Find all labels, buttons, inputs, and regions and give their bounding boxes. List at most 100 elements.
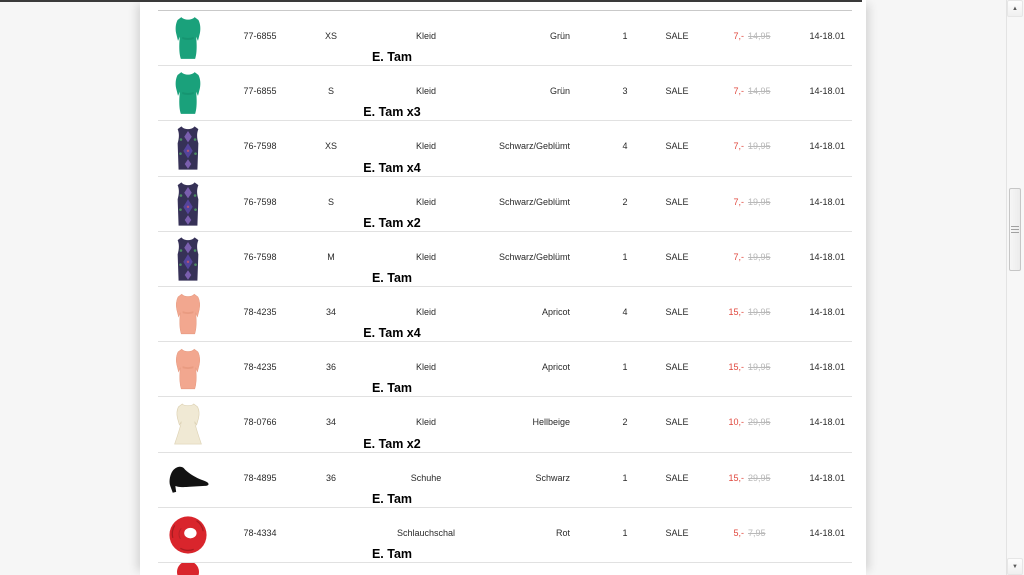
original-price: 19,95 xyxy=(748,362,771,373)
table-row: 78-4334 Schlauchschal Rot 1 SALE 5,- 7,9… xyxy=(158,508,852,563)
size-cell: S xyxy=(327,196,334,207)
original-price: 7,95 xyxy=(748,527,766,538)
date-range-cell: 14-18.01 xyxy=(809,196,845,207)
customer-label: E. Tam x2 xyxy=(363,215,421,230)
sale-price: 15,- xyxy=(728,362,744,373)
original-price: 19,95 xyxy=(748,251,771,262)
original-price: 19,95 xyxy=(748,306,771,317)
green-dress-icon xyxy=(166,66,210,120)
original-price: 14,95 xyxy=(748,86,771,97)
window-top-edge xyxy=(0,0,862,2)
sale-badge: SALE xyxy=(665,362,689,373)
article-number-cell: 77-6855 xyxy=(243,86,277,97)
article-number-cell: 77-6855 xyxy=(243,31,277,41)
product-type-cell: Kleid xyxy=(415,417,436,428)
date-range-cell: 14-18.01 xyxy=(809,472,845,483)
color-cell: Schwarz/Geblümt xyxy=(498,251,570,262)
sale-price: 15,- xyxy=(728,472,744,483)
article-number-cell: 78-4235 xyxy=(243,362,277,373)
sale-price: 5,- xyxy=(733,527,744,538)
product-type-cell: Kleid xyxy=(415,251,436,262)
quantity-cell: 1 xyxy=(622,251,628,262)
color-cell: Schwarz xyxy=(535,472,570,483)
table-row: 76-7598 XS Kleid Schwarz/Geblümt 4 SALE … xyxy=(158,121,852,177)
article-number-cell: 78-4334 xyxy=(243,527,277,538)
customer-label: E. Tam xyxy=(371,546,413,561)
sale-price: 10,- xyxy=(728,417,744,428)
color-cell: Grün xyxy=(549,31,570,41)
beige-dress-icon xyxy=(166,397,210,451)
pattern-dress-icon xyxy=(166,232,210,286)
scroll-down-button[interactable]: ▼ xyxy=(1007,558,1023,575)
sale-badge: SALE xyxy=(665,417,689,428)
apricot-dress-icon xyxy=(166,287,210,341)
quantity-cell: 2 xyxy=(622,417,628,428)
color-cell: Rot xyxy=(555,527,570,538)
table-row: 76-7598 M Kleid Schwarz/Geblümt 1 SALE 7… xyxy=(158,232,852,287)
customer-label: E. Tam xyxy=(371,270,413,285)
date-range-cell: 14-18.01 xyxy=(809,251,845,262)
quantity-cell: 1 xyxy=(622,362,628,373)
table-row: 78-4235 36 Kleid Apricot 1 SALE 15,- 19,… xyxy=(158,342,852,398)
red-scarf-icon xyxy=(166,508,210,562)
customer-label: E. Tam xyxy=(371,491,413,506)
sale-badge: SALE xyxy=(665,251,689,262)
customer-label: E. Tam x3 xyxy=(363,105,421,120)
date-range-cell: 14-18.01 xyxy=(809,417,845,428)
table-row: 76-7598 S Kleid Schwarz/Geblümt 2 SALE 7… xyxy=(158,177,852,232)
color-cell: Schwarz/Geblümt xyxy=(498,196,570,207)
size-cell: 34 xyxy=(325,306,336,317)
product-type-cell: Kleid xyxy=(415,306,436,317)
date-range-cell: 14-18.01 xyxy=(809,141,845,152)
product-type-cell: Kleid xyxy=(415,86,436,97)
date-range-cell: 14-18.01 xyxy=(809,362,845,373)
original-price: 19,95 xyxy=(748,141,771,152)
apricot-dress-icon xyxy=(166,342,210,396)
scrollbar-grip-icon xyxy=(1011,225,1019,234)
sale-badge: SALE xyxy=(665,141,689,152)
vertical-scrollbar[interactable]: ▲ ▼ xyxy=(1006,0,1024,575)
original-price: 19,95 xyxy=(748,196,771,207)
scroll-up-button[interactable]: ▲ xyxy=(1007,0,1023,17)
product-type-cell: Kleid xyxy=(415,362,436,373)
size-cell: XS xyxy=(324,31,337,41)
quantity-cell: 4 xyxy=(622,306,628,317)
quantity-cell: 1 xyxy=(622,472,628,483)
sale-badge: SALE xyxy=(665,306,689,317)
size-cell: S xyxy=(327,86,334,97)
quantity-cell: 3 xyxy=(622,86,628,97)
sale-price: 15,- xyxy=(728,306,744,317)
table-row: 77-6855 S Kleid Grün 3 SALE 7,- 14,95 14… xyxy=(158,66,852,122)
color-cell: Schwarz/Geblümt xyxy=(498,141,570,152)
product-type-cell: Kleid xyxy=(415,141,436,152)
article-number-cell: 78-4235 xyxy=(243,306,277,317)
date-range-cell: 14-18.01 xyxy=(809,527,845,538)
customer-label: E. Tam xyxy=(371,50,413,65)
black-pump-icon xyxy=(166,453,210,507)
table-row: 77-6855 XS Kleid Grün 1 SALE 7,- 14,95 1… xyxy=(158,11,852,67)
sale-badge: SALE xyxy=(665,86,689,97)
quantity-cell: 2 xyxy=(622,196,628,207)
partial-next-row xyxy=(158,562,852,575)
scrollbar-thumb[interactable] xyxy=(1009,188,1021,271)
table-row: 78-0766 34 Kleid Hellbeige 2 SALE 10,- 2… xyxy=(158,397,852,453)
sale-price: 7,- xyxy=(733,251,744,262)
quantity-cell: 1 xyxy=(622,527,628,538)
original-price: 29,95 xyxy=(748,472,771,483)
size-cell: XS xyxy=(324,141,337,152)
article-number-cell: 78-4895 xyxy=(243,472,277,483)
pattern-dress-icon xyxy=(166,121,210,175)
color-cell: Apricot xyxy=(541,306,570,317)
product-type-cell: Kleid xyxy=(415,196,436,207)
size-cell: 36 xyxy=(325,472,336,483)
article-number-cell: 76-7598 xyxy=(243,196,277,207)
sale-price: 7,- xyxy=(733,196,744,207)
quantity-cell: 1 xyxy=(622,31,628,41)
content-panel: 77-6855 XS Kleid Grün 1 SALE 7,- 14,95 1… xyxy=(140,0,866,575)
article-number-cell: 78-0766 xyxy=(243,417,277,428)
sale-badge: SALE xyxy=(665,196,689,207)
date-range-cell: 14-18.01 xyxy=(809,306,845,317)
product-type-cell: Kleid xyxy=(415,31,436,41)
original-price: 29,95 xyxy=(748,417,771,428)
original-price: 14,95 xyxy=(748,31,771,41)
